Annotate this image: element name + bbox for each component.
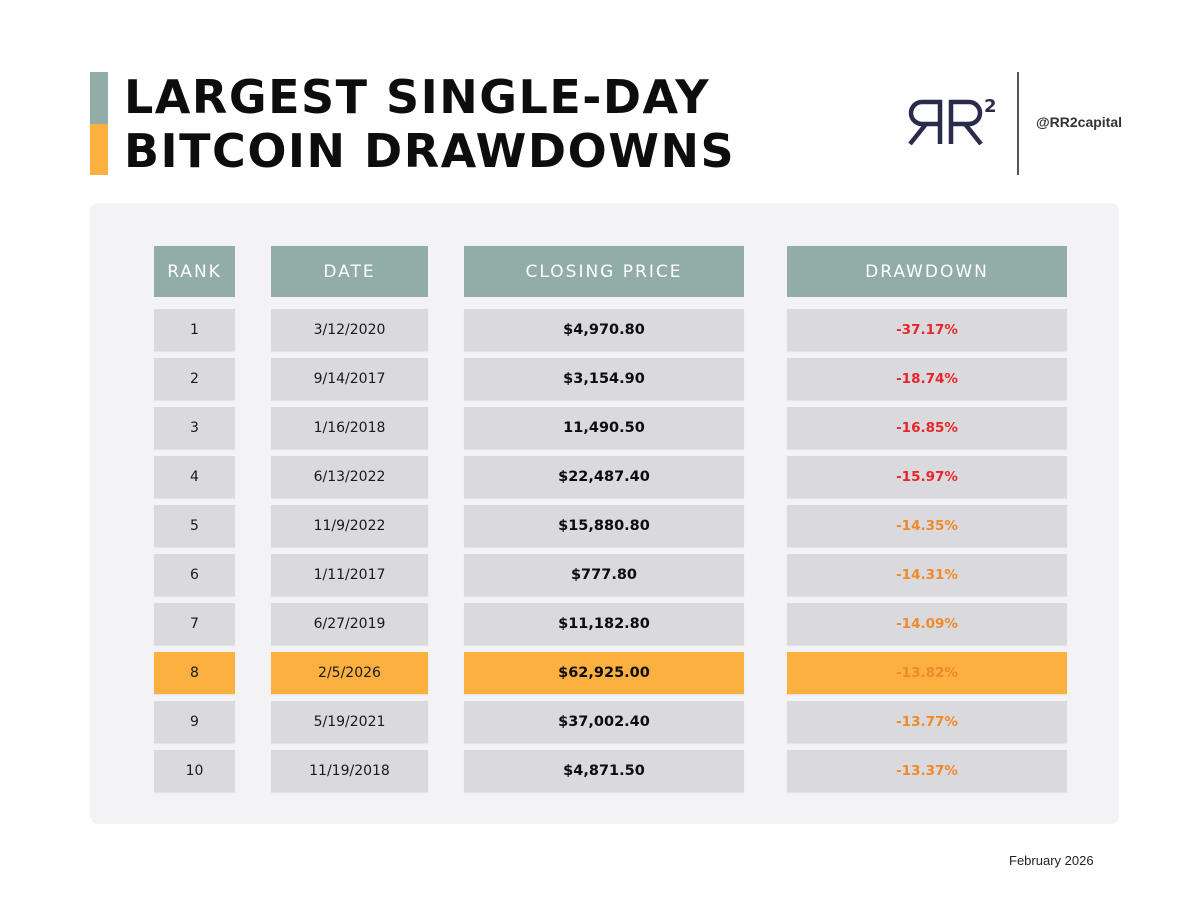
cell-drawdown: -37.17% xyxy=(787,309,1067,351)
cell-drawdown: -14.35% xyxy=(787,505,1067,547)
cell-rank: 6 xyxy=(154,554,235,596)
cell-drawdown: -13.77% xyxy=(787,701,1067,743)
column-header-date: DATE xyxy=(271,246,428,297)
cell-date: 6/27/2019 xyxy=(271,603,428,645)
cell-date: 11/19/2018 xyxy=(271,750,428,792)
cell-closing-price: $777.80 xyxy=(464,554,744,596)
cell-closing-price: $4,970.80 xyxy=(464,309,744,351)
cell-rank: 5 xyxy=(154,505,235,547)
cell-rank: 3 xyxy=(154,407,235,449)
cell-date: 3/12/2020 xyxy=(271,309,428,351)
column-header-closing-price: CLOSING PRICE xyxy=(464,246,744,297)
cell-drawdown: -15.97% xyxy=(787,456,1067,498)
cell-closing-price: $22,487.40 xyxy=(464,456,744,498)
page-title-line-2: BITCOIN DRAWDOWNS xyxy=(124,124,736,178)
social-handle: @RR2capital xyxy=(1036,114,1123,130)
rr2-logo: 2 xyxy=(908,96,997,146)
cell-drawdown: -13.37% xyxy=(787,750,1067,792)
cell-closing-price: 11,490.50 xyxy=(464,407,744,449)
cell-closing-price: $62,925.00 xyxy=(464,652,744,694)
accent-bar-teal xyxy=(90,72,108,124)
cell-drawdown: -18.74% xyxy=(787,358,1067,400)
cell-rank: 1 xyxy=(154,309,235,351)
page-title-line-1: LARGEST SINGLE-DAY xyxy=(124,70,711,124)
cell-date: 5/19/2021 xyxy=(271,701,428,743)
cell-date: 6/13/2022 xyxy=(271,456,428,498)
header-divider xyxy=(1017,72,1019,175)
cell-closing-price: $37,002.40 xyxy=(464,701,744,743)
logo-superscript: 2 xyxy=(984,96,997,117)
column-header-drawdown: DRAWDOWN xyxy=(787,246,1067,297)
cell-closing-price: $15,880.80 xyxy=(464,505,744,547)
cell-drawdown: -13.82% xyxy=(787,652,1067,694)
cell-date: 1/16/2018 xyxy=(271,407,428,449)
title-accent-bar xyxy=(90,72,108,175)
cell-drawdown: -14.31% xyxy=(787,554,1067,596)
cell-rank: 10 xyxy=(154,750,235,792)
cell-date: 11/9/2022 xyxy=(271,505,428,547)
cell-date: 2/5/2026 xyxy=(271,652,428,694)
cell-drawdown: -14.09% xyxy=(787,603,1067,645)
column-header-rank: RANK xyxy=(154,246,235,297)
cell-date: 1/11/2017 xyxy=(271,554,428,596)
cell-drawdown: -16.85% xyxy=(787,407,1067,449)
cell-closing-price: $11,182.80 xyxy=(464,603,744,645)
accent-bar-orange xyxy=(90,124,108,175)
cell-closing-price: $4,871.50 xyxy=(464,750,744,792)
cell-rank: 7 xyxy=(154,603,235,645)
cell-rank: 4 xyxy=(154,456,235,498)
cell-rank: 8 xyxy=(154,652,235,694)
cell-closing-price: $3,154.90 xyxy=(464,358,744,400)
cell-rank: 2 xyxy=(154,358,235,400)
footer-date: February 2026 xyxy=(1009,853,1094,868)
cell-rank: 9 xyxy=(154,701,235,743)
cell-date: 9/14/2017 xyxy=(271,358,428,400)
